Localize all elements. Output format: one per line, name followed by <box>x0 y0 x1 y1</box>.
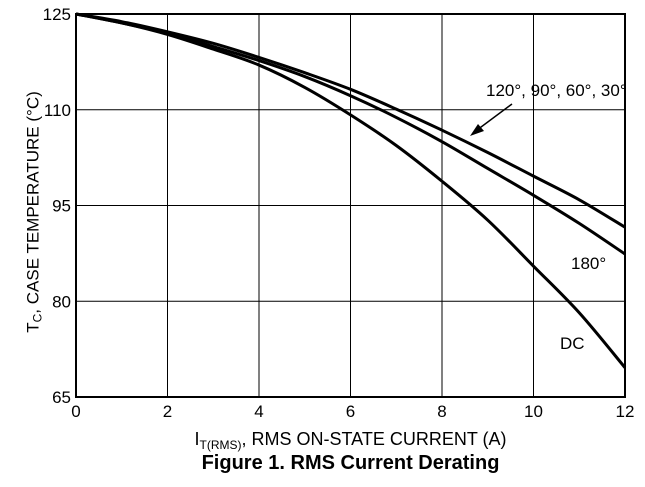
series-line <box>75 12 627 369</box>
x-tick-label: 2 <box>163 402 172 421</box>
y-tick-label: 125 <box>43 5 71 24</box>
x-tick-label: 10 <box>524 402 543 421</box>
y-tick-label: 65 <box>52 388 71 407</box>
y-tick-label: 110 <box>44 101 71 120</box>
plot-frame <box>75 13 626 398</box>
series-label: 120°, 90°, 60°, 30° <box>486 81 627 100</box>
series-label: DC <box>560 334 585 353</box>
x-axis-label: IT(RMS), RMS ON-STATE CURRENT (A) <box>194 429 507 452</box>
y-tick-label: 80 <box>52 292 71 311</box>
figure-caption: Figure 1. RMS Current Derating <box>201 452 500 474</box>
x-tick-label: 8 <box>437 402 446 421</box>
x-tick-label: 0 <box>71 402 80 421</box>
y-tick-label: 95 <box>52 197 71 216</box>
x-tick-label: 4 <box>254 402 263 421</box>
annotation-arrowhead <box>470 124 484 136</box>
series-label: 180° <box>571 254 606 273</box>
x-tick-label: 12 <box>616 402 635 421</box>
x-tick-label: 6 <box>346 402 355 421</box>
